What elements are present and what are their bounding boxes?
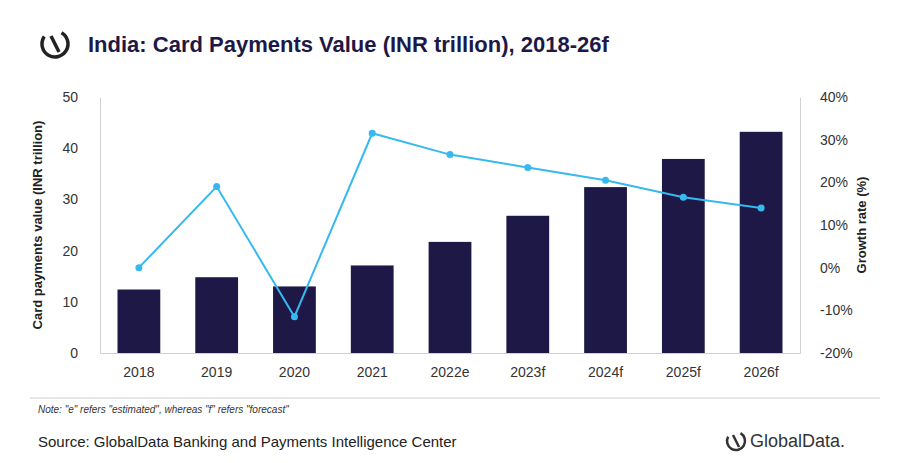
marker xyxy=(758,204,765,211)
tick: 40% xyxy=(800,89,848,105)
axis-line xyxy=(800,98,801,354)
logo-ring xyxy=(724,429,749,454)
tick-label: 20% xyxy=(820,174,848,190)
tick: 2021 xyxy=(357,353,388,380)
y-axis-title: Card payments value (INR trillion) xyxy=(30,121,45,330)
footer-logo: GlobalData. xyxy=(724,429,845,454)
marker xyxy=(447,151,454,158)
tick: 2020 xyxy=(279,353,310,380)
tick: 2023f xyxy=(510,353,545,380)
tick-label: 2026f xyxy=(744,364,779,380)
tick: 20% xyxy=(800,174,848,190)
tick-label: 2023f xyxy=(510,364,545,380)
logo-text: GlobalData. xyxy=(750,431,845,451)
bar xyxy=(740,132,783,353)
line-series xyxy=(135,130,764,320)
bar xyxy=(506,216,549,353)
bar xyxy=(195,277,238,353)
tick-label: 2024f xyxy=(588,364,623,380)
tick-label: 50 xyxy=(62,89,78,105)
tick-label: 2022e xyxy=(431,364,470,380)
source: Source: GlobalData Banking and Payments … xyxy=(38,433,457,450)
bar xyxy=(429,242,472,353)
tick: 2026f xyxy=(744,353,779,380)
tick: 2019 xyxy=(201,353,232,380)
tick-label: 0 xyxy=(70,345,78,361)
title: India: Card Payments Value (INR trillion… xyxy=(88,32,609,57)
tick-label: 40% xyxy=(820,89,848,105)
tick-label: 2021 xyxy=(357,364,388,380)
icon-ring xyxy=(37,26,73,62)
logo-slash xyxy=(733,435,739,447)
tick: 0 xyxy=(70,345,100,361)
tick-label: 30 xyxy=(62,191,78,207)
tick: 30% xyxy=(800,132,848,148)
tick-label: 30% xyxy=(820,132,848,148)
tick-label: -10% xyxy=(820,302,853,318)
bar xyxy=(118,290,161,353)
y2-axis-title: Growth rate (%) xyxy=(854,177,869,274)
axis-line xyxy=(101,353,801,354)
tick: 0% xyxy=(800,260,840,276)
tick-label: 2019 xyxy=(201,364,232,380)
marker xyxy=(524,164,531,171)
icon-slash xyxy=(51,36,59,52)
y2-axis: -20% -10% 0% 10% 20% 30% 40% xyxy=(800,89,853,361)
y-axis: 0 10 20 30 40 50 xyxy=(62,89,100,361)
tick: 30 xyxy=(62,191,100,207)
bar xyxy=(273,286,316,353)
tick: 2022e xyxy=(431,353,470,380)
tick: 2024f xyxy=(588,353,623,380)
tick: 2018 xyxy=(123,353,154,380)
separator xyxy=(30,398,880,399)
plot-area xyxy=(118,130,783,353)
tick: 10 xyxy=(62,294,100,310)
tick-label: 10 xyxy=(62,294,78,310)
tick: 2025f xyxy=(666,353,701,380)
tick-label: 2020 xyxy=(279,364,310,380)
tick-label: 20 xyxy=(62,243,78,259)
tick-label: 2018 xyxy=(123,364,154,380)
line xyxy=(139,133,761,316)
tick: 20 xyxy=(62,243,100,259)
marker xyxy=(680,194,687,201)
tick: -10% xyxy=(800,302,853,318)
logo-icon xyxy=(37,26,73,62)
bar xyxy=(351,265,394,353)
marker xyxy=(135,264,142,271)
tick-label: 0% xyxy=(820,260,840,276)
chart: India: Card Payments Value (INR trillion… xyxy=(0,0,909,463)
tick-label: 2025f xyxy=(666,364,701,380)
tick-label: 10% xyxy=(820,217,848,233)
bar xyxy=(662,159,705,353)
bar xyxy=(584,187,627,353)
marker xyxy=(213,183,220,190)
tick-label: -20% xyxy=(820,345,853,361)
axis-line xyxy=(100,98,101,354)
tick: 10% xyxy=(800,217,848,233)
note: Note: "e" refers "estimated", whereas "f… xyxy=(38,404,289,415)
marker xyxy=(291,313,298,320)
tick-label: 40 xyxy=(62,140,78,156)
bars xyxy=(118,132,783,353)
tick: 50 xyxy=(62,89,100,105)
marker xyxy=(369,130,376,137)
tick: -20% xyxy=(800,345,853,361)
tick: 40 xyxy=(62,140,100,156)
marker xyxy=(602,177,609,184)
x-axis: 2018 2019 2020 2021 2022e 2023f 2024f 2025f 2026… xyxy=(101,353,801,380)
